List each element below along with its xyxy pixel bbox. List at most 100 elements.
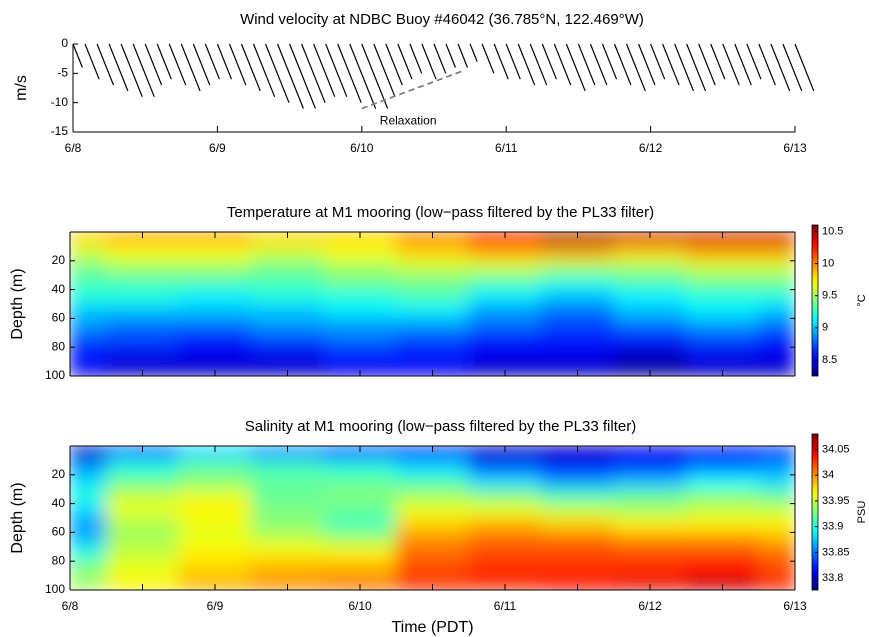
contour-cell <box>70 578 107 590</box>
contour-cell <box>758 232 795 247</box>
contour-cell <box>178 274 252 291</box>
annotation-text: Relaxation <box>380 114 437 128</box>
wind-stick <box>746 43 762 80</box>
contour-cell <box>468 260 542 276</box>
contour-cell <box>613 459 687 476</box>
colorbar-bar <box>811 433 819 591</box>
contour-cell <box>178 232 252 247</box>
contour-cell <box>250 459 325 476</box>
contour-cell <box>178 346 252 366</box>
colorbar-tick-label: 33.95 <box>822 495 850 507</box>
contour-cell <box>323 232 397 247</box>
contour-cell <box>758 560 795 580</box>
contour-cell <box>758 317 795 334</box>
colorbar-label: °C <box>856 294 868 306</box>
wind-stick <box>674 43 694 92</box>
contour-cell <box>250 260 325 276</box>
contour-cell <box>468 474 542 490</box>
contour-cell <box>70 446 107 461</box>
contour-cell <box>105 531 180 548</box>
x-tick-label: 6/8 <box>65 141 82 155</box>
contour-cell <box>468 560 542 580</box>
wind-stick <box>794 43 815 92</box>
y-tick-label: 60 <box>52 525 66 539</box>
contour-cell <box>70 332 107 348</box>
y-tick-label: 40 <box>52 496 66 510</box>
wind-stick <box>361 43 389 109</box>
contour-cell <box>178 245 252 262</box>
contour-cell <box>758 274 795 291</box>
contour-cell <box>395 459 470 476</box>
chart-title: Temperature at M1 mooring (low−pass filt… <box>227 204 654 221</box>
contour-cell <box>395 346 470 366</box>
wind-stick <box>565 43 586 92</box>
contour-cell <box>70 488 107 505</box>
colorbar-tick-label: 34 <box>822 469 834 481</box>
contour-cell <box>613 346 687 366</box>
panel: Salinity at M1 mooring (low−pass filtere… <box>9 418 868 636</box>
contour-cell <box>540 232 615 247</box>
contour-cell <box>178 303 252 319</box>
contour-cell <box>178 517 252 533</box>
contour-cell <box>395 517 470 533</box>
contour-field <box>70 232 795 376</box>
contour-cell <box>178 531 252 548</box>
contour-cell <box>323 289 397 305</box>
contour-cell <box>323 303 397 319</box>
x-tick-label: 6/11 <box>495 141 518 155</box>
contour-cell <box>613 446 687 461</box>
contour-cell <box>540 332 615 348</box>
contour-cell <box>758 459 795 476</box>
wind-stick <box>120 43 143 98</box>
y-tick-label: 80 <box>52 553 66 567</box>
contour-cell <box>613 303 687 319</box>
contour-cell <box>105 260 180 276</box>
wind-stick <box>156 43 172 80</box>
wind-stick <box>204 43 221 80</box>
contour-cell <box>323 459 397 476</box>
x-tick-label: 6/8 <box>62 599 79 613</box>
wind-stick <box>770 43 791 92</box>
contour-cell <box>468 531 542 548</box>
y-tick-label: 20 <box>52 467 66 481</box>
contour-cell <box>613 474 687 490</box>
chart-title: Salinity at M1 mooring (low−pass filtere… <box>245 418 636 435</box>
contour-cell <box>685 459 760 476</box>
wind-stick <box>108 43 129 92</box>
contour-cell <box>70 459 107 476</box>
contour-cell <box>323 274 397 291</box>
contour-cell <box>758 474 795 490</box>
wind-stick <box>289 43 316 109</box>
y-axis-label: Depth (m) <box>9 482 26 553</box>
contour-cell <box>758 531 795 548</box>
y-tick-label: -5 <box>57 66 68 80</box>
contour-cell <box>613 531 687 548</box>
wind-stick <box>313 43 336 98</box>
contour-cell <box>613 332 687 348</box>
colorbar-tick-label: 34.05 <box>822 443 850 455</box>
contour-cell <box>323 317 397 334</box>
contour-cell <box>540 560 615 580</box>
contour-cell <box>540 503 615 519</box>
contour-cell <box>685 289 760 305</box>
wind-stick <box>517 43 536 86</box>
x-tick-label: 6/9 <box>207 599 224 613</box>
contour-cell <box>395 446 470 461</box>
wind-stick <box>481 43 495 74</box>
wind-stick <box>601 43 618 80</box>
x-tick-label: 6/12 <box>638 599 662 613</box>
colorbar-bar <box>811 224 819 377</box>
contour-cell <box>395 546 470 562</box>
wind-stick <box>625 43 646 92</box>
contour-cell <box>70 289 107 305</box>
colorbar-tick-label: 33.9 <box>822 521 843 533</box>
contour-cell <box>105 503 180 519</box>
wind-stick <box>650 43 666 80</box>
contour-cell <box>395 289 470 305</box>
contour-cell <box>613 503 687 519</box>
contour-cell <box>70 245 107 262</box>
contour-cell <box>395 503 470 519</box>
contour-cell <box>70 346 107 366</box>
contour-cell <box>468 546 542 562</box>
contour-cell <box>323 474 397 490</box>
